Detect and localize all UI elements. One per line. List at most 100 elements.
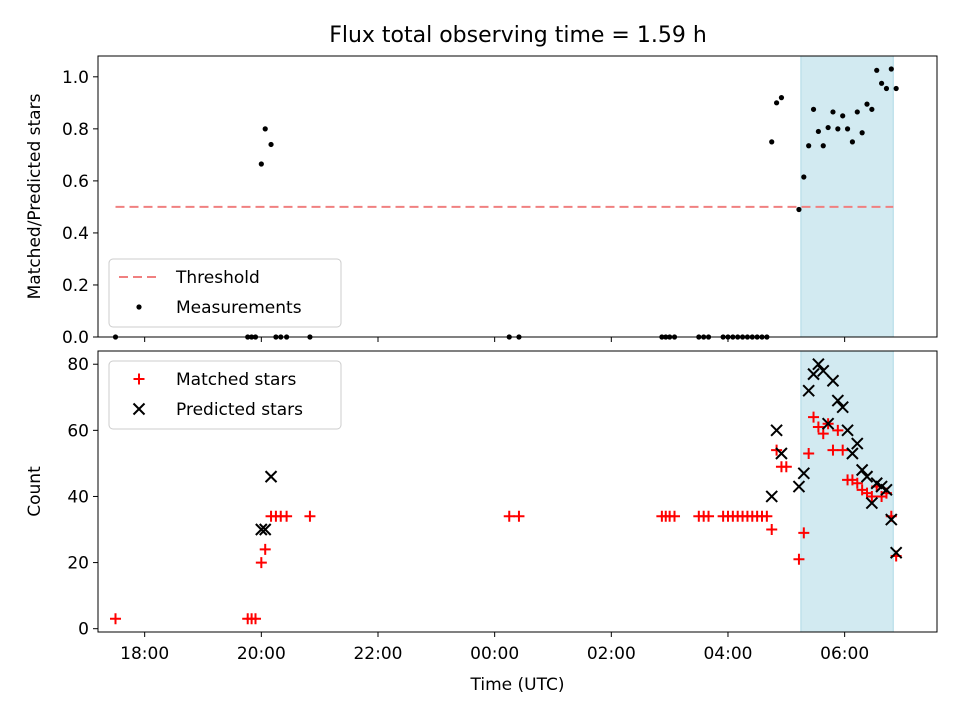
predicted-stars-point-10 xyxy=(812,358,825,371)
measurements-point-45 xyxy=(854,109,860,115)
predicted-stars-point-9 xyxy=(807,367,820,381)
predicted-stars-point-18 xyxy=(851,437,864,450)
legend-predicted-handle xyxy=(132,402,146,416)
matched-stars-point-29 xyxy=(761,510,773,522)
predicted-stars-point-3 xyxy=(765,490,778,503)
matched-stars-point-9 xyxy=(281,510,293,522)
bottom-xtick-label-6: 06:00 xyxy=(820,644,869,664)
matched-stars-point-16 xyxy=(669,510,681,522)
measurements-point-31 xyxy=(773,100,780,106)
predicted-stars-point-0 xyxy=(255,523,268,536)
bottom-ytick-label-2: 40 xyxy=(67,487,89,507)
predicted-stars-point-15 xyxy=(836,400,849,414)
measurements-point-43 xyxy=(844,126,851,132)
predicted-stars-point-20 xyxy=(860,470,874,483)
top-legend: Threshold Measurements xyxy=(108,258,342,328)
matched-stars-point-34 xyxy=(793,553,805,565)
top-legend-label-0: Threshold xyxy=(175,268,260,288)
measurements-point-47 xyxy=(864,101,870,107)
predicted-stars-point-13 xyxy=(826,374,840,387)
matched-stars-point-35 xyxy=(798,527,810,539)
matched-stars-point-3 xyxy=(249,613,261,625)
measurements-point-34 xyxy=(801,174,807,180)
bottom-xtick-label-5: 04:00 xyxy=(703,644,752,664)
top-ytick-label-4: 0.8 xyxy=(62,120,89,140)
predicted-stars-point-26 xyxy=(889,546,903,559)
top-ytick-label-1: 0.2 xyxy=(62,276,89,296)
predicted-stars-point-19 xyxy=(855,463,869,477)
bottom-ytick-label-4: 80 xyxy=(67,355,89,375)
measurements-point-36 xyxy=(810,106,817,112)
matched-stars-point-39 xyxy=(817,428,829,440)
bottom-markers xyxy=(109,358,903,625)
measurements-point-6 xyxy=(268,141,274,148)
predicted-stars-point-8 xyxy=(802,384,815,397)
bottom-ytick-label-0: 0 xyxy=(78,620,89,640)
legend-matched-handle xyxy=(133,373,145,385)
measurements-point-48 xyxy=(869,106,875,112)
top-ytick-label-0: 0.0 xyxy=(62,328,89,348)
measurements-point-32 xyxy=(778,95,785,101)
bottom-xtick-label-1: 20:00 xyxy=(237,644,286,664)
matched-stars-point-31 xyxy=(771,444,783,456)
predicted-stars-point-12 xyxy=(821,417,835,430)
matched-stars-point-0 xyxy=(109,613,121,625)
predicted-stars-point-25 xyxy=(885,513,898,526)
predicted-stars-point-7 xyxy=(797,467,811,480)
bottom-xtick-label-2: 22:00 xyxy=(353,644,402,664)
predicted-stars-point-1 xyxy=(259,523,272,536)
matched-stars-point-42 xyxy=(832,424,844,436)
bottom-xtick-label-0: 18:00 xyxy=(120,644,169,664)
measurements-point-39 xyxy=(825,124,831,131)
measurements-point-33 xyxy=(796,206,802,213)
measurements-point-42 xyxy=(840,113,846,119)
bottom-y-axis-label: Count xyxy=(25,466,45,517)
matched-stars-point-11 xyxy=(503,510,515,522)
top-panel: 0.0 0.2 0.4 0.6 0.8 1.0 Matched/Predicted star… xyxy=(25,55,938,348)
measurements-point-49 xyxy=(874,67,880,73)
predicted-stars-point-14 xyxy=(831,394,845,407)
top-axes-frame xyxy=(97,55,938,338)
top-y-axis-label: Matched/Predicted stars xyxy=(25,93,45,299)
bottom-legend-label-1: Predicted stars xyxy=(176,400,303,420)
predicted-stars-point-21 xyxy=(865,496,879,510)
matched-stars-point-33 xyxy=(780,461,792,473)
bottom-ytick-label-3: 60 xyxy=(67,421,89,441)
measurements-point-37 xyxy=(815,128,821,135)
measurements-point-35 xyxy=(806,143,812,149)
predicted-stars-point-17 xyxy=(846,447,859,460)
bottom-panel: 0 20 40 60 80 18:00 20:00 22:00 00:00 02:00 04:00 0… xyxy=(25,350,938,695)
measurements-point-4 xyxy=(258,161,264,167)
matched-stars-point-37 xyxy=(808,411,820,423)
measurements-point-5 xyxy=(262,126,268,132)
bottom-xtick-label-4: 02:00 xyxy=(587,644,636,664)
matched-stars-point-38 xyxy=(812,421,824,433)
measurements-point-38 xyxy=(820,143,826,149)
bottom-x-axis-label: Time (UTC) xyxy=(470,675,565,695)
bottom-xtick-label-3: 00:00 xyxy=(470,644,519,664)
matched-stars-point-30 xyxy=(766,524,778,536)
matched-stars-point-10 xyxy=(304,510,316,522)
bottom-axes-frame xyxy=(97,350,938,633)
bottom-shaded-span xyxy=(800,350,894,633)
measurements-point-53 xyxy=(893,85,899,92)
figure-title: Flux total observing time = 1.59 h xyxy=(329,23,707,48)
top-legend-label-1: Measurements xyxy=(176,298,302,318)
bottom-ytick-label-1: 20 xyxy=(67,554,89,574)
measurements-point-40 xyxy=(830,109,836,115)
measurements-point-44 xyxy=(849,139,856,145)
matched-stars-point-43 xyxy=(837,444,849,456)
matched-stars-point-41 xyxy=(827,444,839,456)
predicted-stars-point-11 xyxy=(817,364,830,378)
predicted-stars-point-6 xyxy=(792,480,806,493)
top-ytick-label-5: 1.0 xyxy=(62,68,89,88)
measurements-point-30 xyxy=(769,139,775,145)
matched-stars-point-4 xyxy=(255,557,267,569)
bottom-legend-label-0: Matched stars xyxy=(176,370,296,390)
predicted-stars-point-4 xyxy=(770,424,783,437)
matched-stars-point-49 xyxy=(866,490,878,502)
matched-stars-point-19 xyxy=(703,510,715,522)
measurements-point-51 xyxy=(883,85,890,92)
matched-stars-point-46 xyxy=(851,477,863,489)
